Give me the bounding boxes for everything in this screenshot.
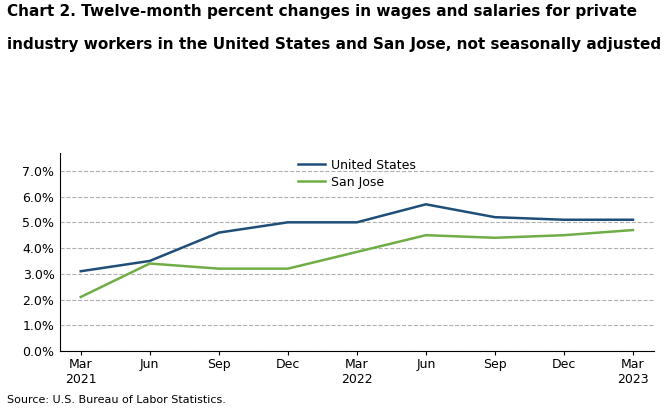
Text: industry workers in the United States and San Jose, not seasonally adjusted: industry workers in the United States an… — [7, 37, 661, 52]
Legend: United States, San Jose: United States, San Jose — [297, 159, 416, 189]
Text: Chart 2. Twelve-month percent changes in wages and salaries for private: Chart 2. Twelve-month percent changes in… — [7, 4, 637, 19]
Text: Source: U.S. Bureau of Labor Statistics.: Source: U.S. Bureau of Labor Statistics. — [7, 395, 225, 405]
